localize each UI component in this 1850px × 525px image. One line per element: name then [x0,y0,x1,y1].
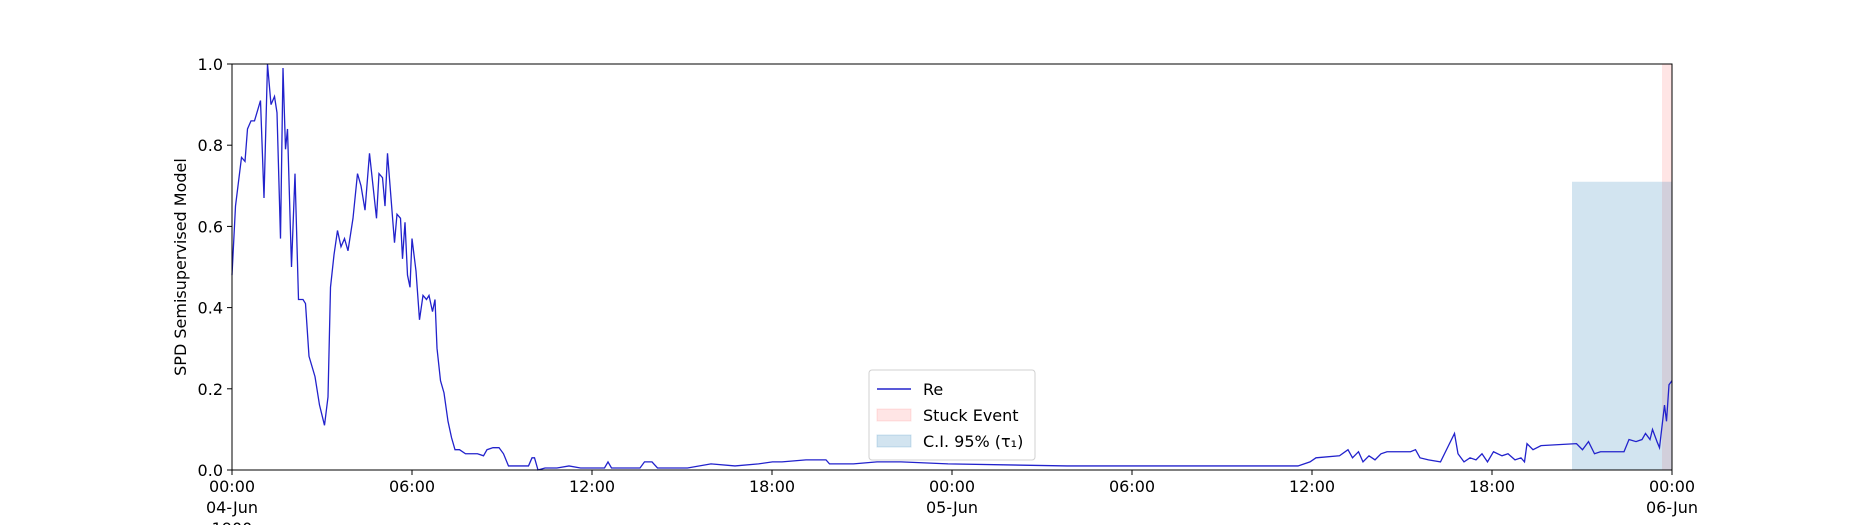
x-tick-label: 00:00 06-Jun [1646,477,1698,517]
y-axis-label: SPD Semisupervised Model [171,158,190,376]
y-tick-label: 0.8 [198,136,223,155]
legend-box [868,369,1036,461]
legend-swatch [876,434,912,448]
x-tick-label: 18:00 [749,477,795,496]
x-tick-label: 06:00 [389,477,435,496]
legend-label: C.I. 95% (τ₁) [923,432,1023,451]
y-tick-label: 0.0 [198,461,223,480]
legend: Re Stuck Event C.I. 95% (τ₁) [868,369,1036,461]
y-tick-label: 0.2 [198,380,223,399]
x-tick-label: 06:00 [1109,477,1155,496]
y-tick-label: 0.6 [198,217,223,236]
legend-label: Stuck Event [923,406,1019,425]
x-tick-label: 12:00 [569,477,615,496]
legend-swatch [876,408,912,422]
x-tick-label: 18:00 [1469,477,1515,496]
x-tick-label: 12:00 [1289,477,1335,496]
span [1572,181,1672,471]
x-tick-label: 00:00 05-Jun [926,477,978,517]
legend-label: Re [923,380,943,399]
data-line [231,63,1673,471]
span [1662,64,1672,470]
y-tick-label: 1.0 [198,55,223,74]
y-tick-label: 0.4 [198,299,223,318]
